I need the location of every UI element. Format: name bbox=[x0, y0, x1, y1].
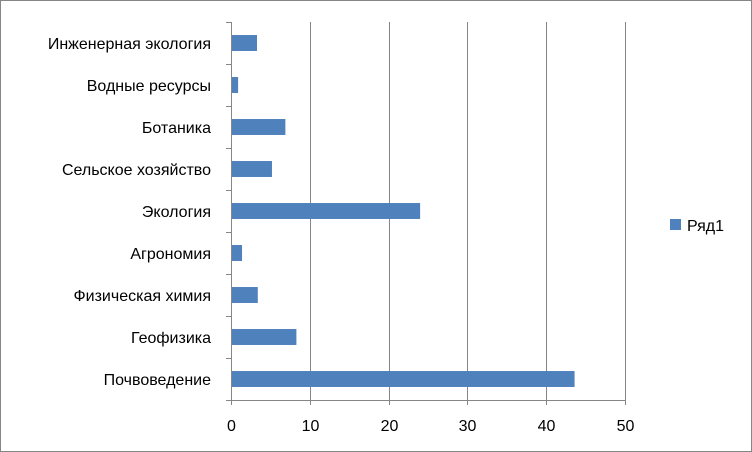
axes bbox=[226, 22, 626, 405]
bar-7 bbox=[232, 287, 258, 303]
x-tick-label-0: 0 bbox=[227, 418, 236, 435]
x-tick-label-30: 30 bbox=[459, 418, 477, 435]
bar-6 bbox=[232, 245, 243, 261]
legend-swatch-series-1 bbox=[670, 219, 681, 230]
category-label-9: Почвоведение bbox=[104, 372, 211, 389]
bar-4 bbox=[232, 161, 272, 177]
category-label-5: Экология bbox=[142, 204, 211, 221]
x-tick-label-50: 50 bbox=[617, 418, 635, 435]
x-tick-label-20: 20 bbox=[381, 418, 399, 435]
x-tick-label-40: 40 bbox=[538, 418, 556, 435]
bar-9 bbox=[232, 371, 575, 387]
category-label-8: Геофизика bbox=[131, 330, 211, 347]
bar-2 bbox=[232, 77, 239, 93]
bar-5 bbox=[232, 203, 421, 219]
bars bbox=[232, 35, 575, 387]
bar-3 bbox=[232, 119, 286, 135]
legend: Ряд1 bbox=[670, 218, 724, 235]
category-label-2: Водные ресурсы bbox=[87, 78, 211, 95]
category-label-6: Агрономия bbox=[130, 246, 211, 263]
category-label-3: Ботаника bbox=[142, 120, 211, 137]
x-tick-label-10: 10 bbox=[302, 418, 320, 435]
bar-8 bbox=[232, 329, 297, 345]
category-label-1: Инженерная экология bbox=[48, 36, 211, 53]
category-label-4: Сельское хозяйство bbox=[62, 162, 211, 179]
legend-label-series-1: Ряд1 bbox=[687, 218, 724, 235]
category-label-7: Физическая химия bbox=[73, 288, 211, 305]
bar-1 bbox=[232, 35, 258, 51]
x-tick-labels: 0 10 20 30 40 50 bbox=[227, 418, 634, 435]
category-labels: Инженерная экология Водные ресурсы Ботаник… bbox=[48, 36, 211, 389]
